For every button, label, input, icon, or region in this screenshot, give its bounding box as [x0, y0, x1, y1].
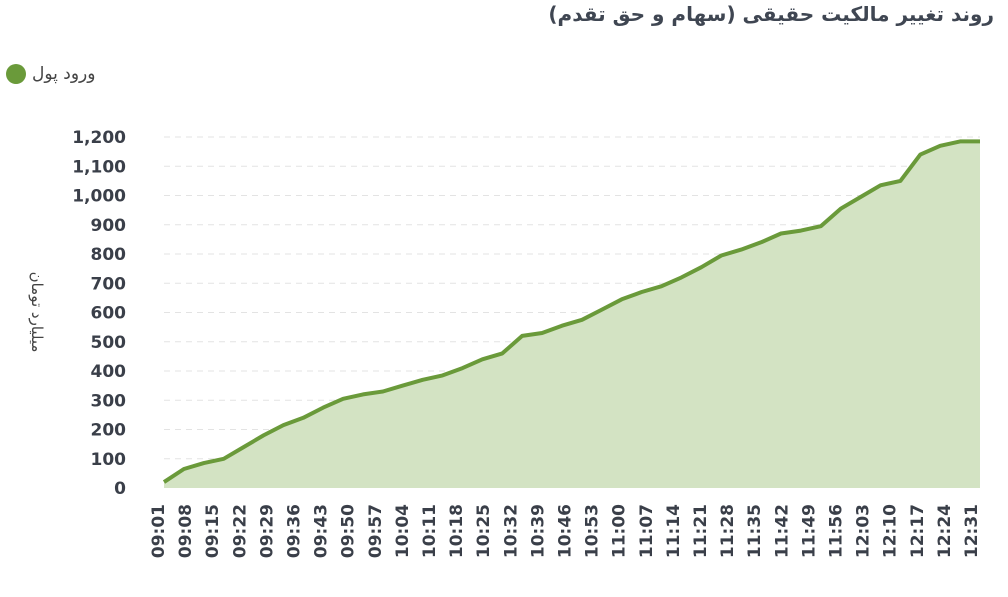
x-tick-label: 10:04: [393, 504, 413, 558]
x-tick-label: 09:08: [176, 504, 196, 558]
y-tick-label: 900: [91, 216, 127, 236]
x-tick-label: 11:35: [745, 504, 765, 558]
x-tick-label: 10:46: [556, 504, 576, 558]
x-tick-label: 10:32: [501, 504, 521, 558]
series-area: [164, 141, 980, 488]
x-tick-label: 10:39: [528, 504, 548, 558]
x-tick-label: 09:22: [230, 504, 250, 558]
x-tick-label: 11:49: [799, 504, 819, 558]
legend-swatch: [6, 64, 26, 84]
series-area-layer: [162, 139, 980, 488]
y-tick-label: 1,100: [72, 157, 126, 177]
x-tick-label: 11:07: [637, 504, 657, 558]
x-tick-label: 09:15: [203, 504, 223, 558]
x-tick-label: 10:53: [583, 504, 603, 558]
y-tick-label: 300: [91, 391, 127, 411]
y-tick-label: 800: [91, 245, 127, 265]
chart-title: روند تغییر مالکیت حقیقی (سهام و حق تقدم): [548, 2, 994, 26]
y-tick-label: 400: [91, 362, 127, 382]
x-tick-label: 11:14: [664, 504, 684, 558]
x-tick-label: 09:36: [285, 504, 305, 558]
y-axis-ticks: 0 100 200 300 400 500 600 700 800 900 1,000 1,100 1,…: [72, 128, 126, 499]
x-tick-label: 09:57: [366, 504, 386, 558]
y-tick-label: 500: [91, 333, 127, 353]
x-tick-label: 12:31: [962, 504, 982, 558]
y-tick-label: 200: [91, 421, 127, 441]
x-tick-label: 09:43: [312, 504, 332, 558]
x-tick-label: 11:21: [691, 504, 711, 558]
x-tick-label: 09:29: [257, 504, 277, 558]
x-tick-label: 12:17: [908, 504, 928, 558]
y-tick-label: 700: [91, 274, 127, 294]
y-tick-label: 0: [114, 479, 126, 499]
legend-label: ورود پول: [32, 64, 96, 84]
series-line[interactable]: [162, 139, 980, 484]
x-tick-label: 12:24: [935, 504, 955, 558]
y-tick-label: 100: [91, 450, 127, 470]
y-tick-label: 600: [91, 304, 127, 324]
x-tick-label: 10:25: [474, 504, 494, 558]
x-tick-label: 09:01: [149, 504, 169, 558]
y-tick-label: 1,200: [72, 128, 126, 148]
x-tick-label: 11:28: [718, 504, 738, 558]
x-tick-label: 12:03: [854, 504, 874, 558]
x-tick-label: 12:10: [881, 504, 901, 558]
x-axis-ticks: 09:01 09:08 09:15 09:22 09:29 09:36 09:43 09:50…: [149, 504, 982, 558]
y-tick-label: 1,000: [72, 187, 126, 207]
legend[interactable]: ورود پول: [6, 64, 95, 84]
x-tick-label: 10:18: [447, 504, 467, 558]
x-tick-label: 11:56: [827, 504, 847, 558]
x-tick-label: 11:42: [772, 504, 792, 558]
x-tick-label: 10:11: [420, 504, 440, 558]
y-axis-label: میلیارد تومان: [28, 272, 46, 353]
x-tick-label: 09:50: [339, 504, 359, 558]
grid-lines: [164, 136, 980, 460]
x-tick-label: 11:00: [610, 504, 630, 558]
